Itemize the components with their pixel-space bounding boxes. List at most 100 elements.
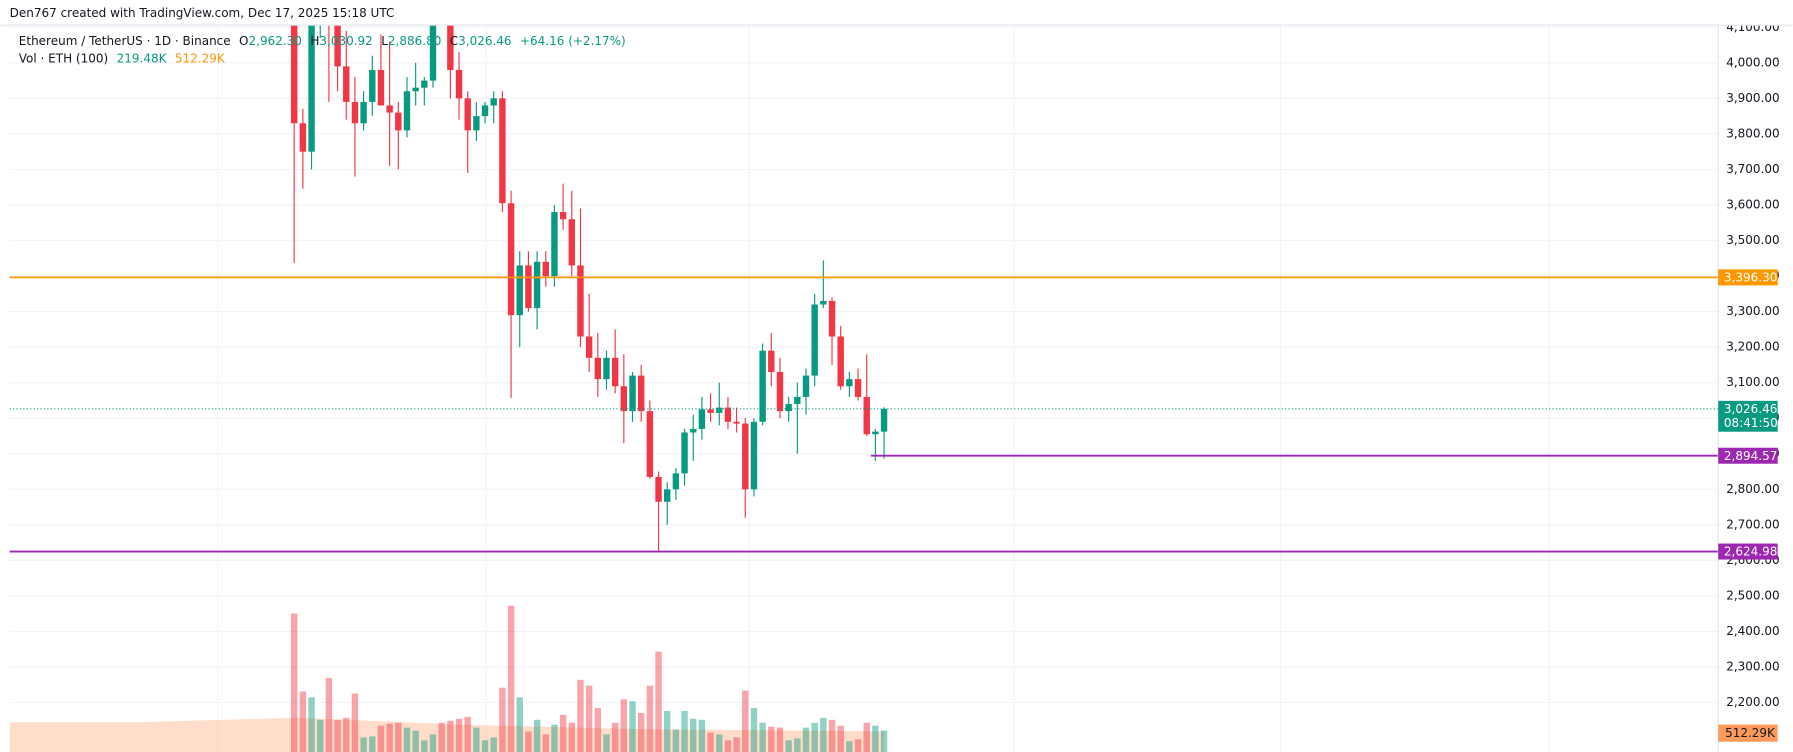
volume-bar	[551, 724, 558, 752]
last-price-box	[1718, 400, 1778, 432]
candle-body	[629, 375, 636, 412]
candle-body	[507, 203, 515, 316]
candle-body	[464, 98, 471, 131]
grid	[9, 25, 1719, 752]
volume-title: Vol · ETH (100)	[19, 51, 108, 65]
volume-bar	[776, 727, 784, 752]
candle-body	[559, 212, 567, 220]
volume-bar	[707, 732, 714, 752]
candle-body	[473, 116, 480, 131]
volume-bar	[750, 708, 758, 752]
volume-ma-area	[9, 717, 884, 752]
level-label: 2,894.57	[1724, 449, 1777, 463]
volume-bar	[351, 693, 359, 752]
volume-bar	[568, 722, 575, 752]
level-label-box	[1718, 269, 1778, 286]
candle-body	[785, 404, 792, 412]
volume-ma-label: 512.29K	[1725, 726, 1776, 740]
candle-body	[716, 407, 723, 413]
y-tick-label: 2,300.00	[1726, 660, 1779, 674]
volume-bar	[672, 729, 680, 752]
volume-bar	[828, 719, 836, 752]
volume-bar	[499, 687, 506, 752]
candle-body	[585, 336, 593, 358]
volume-bar	[473, 727, 480, 752]
candle-body	[603, 357, 610, 380]
y-tick-label: 3,900.00	[1726, 91, 1779, 105]
candle-body	[802, 375, 810, 397]
volume-bar	[820, 717, 827, 752]
volume-pane	[9, 605, 888, 752]
volume-bar	[559, 714, 567, 752]
legend-volume-line: Vol · ETH (100) 219.48K 512.29K	[19, 51, 226, 65]
candle-body	[542, 261, 549, 277]
volume-bar	[291, 613, 298, 752]
candle-body	[776, 372, 784, 412]
volume-value: 219.48K	[117, 51, 168, 65]
volume-bar	[768, 726, 775, 752]
candle-body	[369, 69, 376, 102]
volume-bar	[603, 734, 610, 752]
volume-bar	[724, 740, 732, 752]
candle-body	[412, 87, 419, 92]
volume-bar	[785, 740, 792, 752]
volume-bar	[794, 738, 801, 752]
level-label-box	[1718, 447, 1778, 464]
candle-body	[568, 219, 575, 266]
volume-bar	[343, 717, 350, 752]
volume-ma-box	[1718, 724, 1778, 742]
legend-c: C	[450, 34, 458, 48]
legend-l: L	[381, 34, 388, 48]
volume-bar	[490, 737, 497, 752]
volume-bar	[863, 722, 870, 752]
candle-body	[863, 396, 870, 435]
volume-bar	[742, 690, 749, 752]
volume-bar	[846, 741, 853, 752]
y-tick-label: 3,800.00	[1726, 126, 1779, 140]
candle-body	[308, 9, 315, 152]
candle-body	[386, 105, 393, 113]
legend-high: 3,030.92	[319, 34, 372, 48]
candle-body	[759, 350, 766, 422]
volume-bar	[369, 736, 376, 752]
volume-bar	[317, 719, 324, 752]
volume-bar	[872, 725, 879, 752]
volume-bar	[880, 730, 888, 752]
y-tick-label: 2,700.00	[1726, 517, 1779, 531]
volume-bar	[637, 712, 645, 752]
volume-bar	[308, 697, 315, 752]
attribution: Den767 created with TradingView.com, Dec…	[10, 6, 395, 20]
candle-body	[854, 379, 862, 397]
volume-bar	[299, 691, 307, 752]
volume-bar	[334, 719, 341, 752]
volume-bar	[412, 730, 419, 752]
y-tick-label: 3,100.00	[1726, 375, 1779, 389]
volume-bar	[533, 719, 541, 752]
volume-bar	[377, 725, 385, 752]
last-price-label: 3,026.46	[1724, 402, 1777, 416]
volume-bar	[403, 727, 411, 752]
candle-body	[447, 20, 454, 70]
candle-body	[820, 300, 827, 305]
candle-body	[690, 428, 697, 433]
y-tick-label: 2,800.00	[1726, 482, 1779, 496]
candle-body	[421, 80, 428, 88]
candle-body	[499, 98, 506, 204]
volume-ma-value: 512.29K	[175, 51, 226, 65]
volume-bar	[854, 739, 862, 752]
candle-body	[655, 476, 662, 502]
legend-low: 2,886.80	[388, 34, 441, 48]
y-tick-label: 4,000.00	[1726, 55, 1779, 69]
volume-bar	[447, 720, 454, 752]
legend-line: Ethereum / TetherUS · 1D · Binance O2,96…	[19, 34, 626, 48]
volume-bar	[690, 718, 697, 752]
candle-body	[551, 212, 558, 277]
y-tick-label: 3,600.00	[1726, 197, 1779, 211]
y-tick-label: 2,400.00	[1726, 624, 1779, 638]
candle-body	[490, 98, 497, 106]
y-tick-label: 3,700.00	[1726, 162, 1779, 176]
candle-body	[343, 66, 350, 102]
candle-body	[516, 265, 523, 316]
